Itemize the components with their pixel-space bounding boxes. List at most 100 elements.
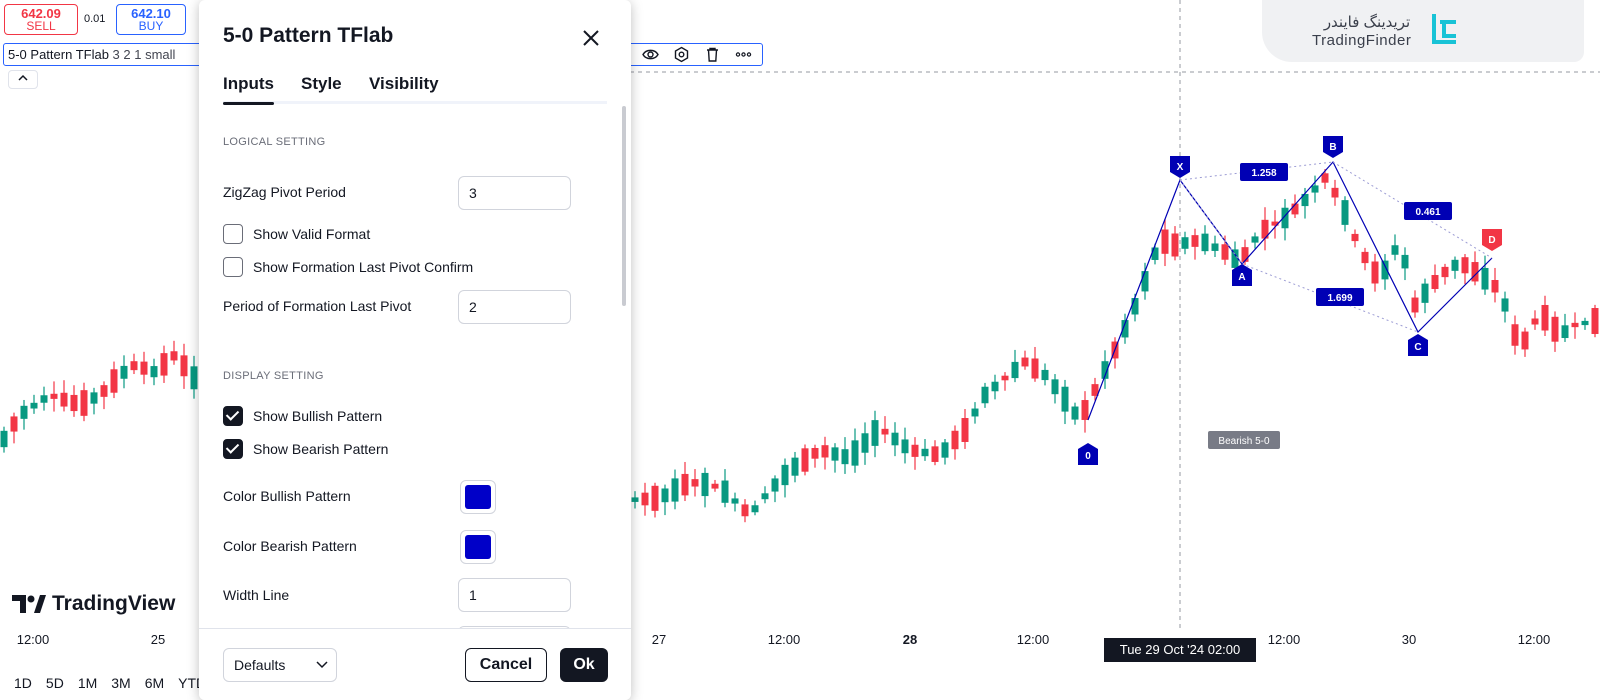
checkbox-label: Show Formation Last Pivot Confirm [253,259,474,275]
candle [1281,199,1289,241]
collapse-legend-button[interactable] [8,70,38,89]
show-bearish-checkbox[interactable]: Show Bearish Pattern [223,438,388,460]
time-axis[interactable]: 12:00 25 27 12:00 28 12:00 12:00 30 12:0… [0,628,1600,650]
show-formation-checkbox[interactable]: Show Formation Last Pivot Confirm [223,256,473,278]
checkbox-box[interactable] [223,439,243,459]
candle [1431,264,1439,293]
dialog-tabs: Inputs Style Visibility [223,72,607,105]
candle [1521,327,1529,357]
pattern-point-c: C [1408,334,1428,356]
candle [80,382,88,422]
ratio-line [1179,161,1334,181]
tab-style[interactable]: Style [301,74,342,93]
candle [1391,234,1399,261]
formation-period-input[interactable] [458,290,571,324]
eye-icon[interactable] [642,46,659,63]
candle [1541,295,1549,336]
cancel-button[interactable]: Cancel [465,648,547,682]
candle [1261,207,1269,251]
candle [1291,194,1299,219]
range-button[interactable]: 5D [45,675,64,691]
range-button[interactable]: 1M [77,675,98,691]
color-bullish-swatch[interactable] [460,480,496,514]
point-label: B [1329,142,1336,153]
dialog-scrollbar[interactable] [622,106,626,306]
trash-icon[interactable] [704,46,721,63]
candle [991,374,999,400]
candle [641,482,649,516]
candle [651,482,659,518]
candle [1371,253,1379,292]
range-button[interactable]: 6M [144,675,165,691]
candle [1001,372,1009,391]
tradingfinder-watermark: تریدینگ فایندر TradingFinder [1262,0,1584,62]
tradingview-logo: TradingView [12,591,175,617]
candle [10,412,18,444]
candle [671,469,679,510]
more-icon[interactable] [735,46,752,63]
settings-icon[interactable] [673,46,690,63]
candle [1061,379,1069,425]
candle [20,399,28,430]
tradingfinder-logo-icon [1432,14,1456,44]
candle [841,437,849,474]
width-line-input[interactable] [458,578,571,612]
point-label: X [1177,162,1184,173]
buy-button[interactable]: 642.10 BUY [116,4,186,35]
point-label: A [1238,272,1245,283]
candle [791,451,799,483]
candle [1571,312,1579,339]
checkbox-box[interactable] [223,224,243,244]
show-valid-format-checkbox[interactable]: Show Valid Format [223,223,370,245]
checkbox-box[interactable] [223,257,243,277]
candle [120,355,128,389]
zigzag-period-input[interactable] [458,176,571,210]
close-icon[interactable] [579,26,603,50]
color-bearish-swatch[interactable] [460,530,496,564]
candle [1501,291,1509,323]
candle [751,500,759,516]
defaults-dropdown[interactable]: Defaults [223,648,337,682]
candle [821,436,829,470]
brand-name-en: TradingFinder [1312,32,1412,49]
candle [1331,179,1339,206]
pattern-point-x: X [1170,156,1190,178]
candle [1531,310,1539,330]
candle [100,381,108,410]
show-bullish-checkbox[interactable]: Show Bullish Pattern [223,405,382,427]
candle [1081,391,1089,433]
svg-text:1.258: 1.258 [1251,168,1276,179]
ratio-label: 0.461 [1404,202,1452,220]
candle [901,427,909,464]
candle [741,499,749,523]
sell-button[interactable]: 642.09 SELL [4,4,78,35]
checkbox-box[interactable] [223,406,243,426]
range-button[interactable]: 1D [14,675,32,691]
zigzag-label: ZigZag Pivot Period [223,184,346,200]
candle [881,416,889,444]
tab-visibility[interactable]: Visibility [369,74,439,93]
checkbox-label: Show Bearish Pattern [253,441,389,457]
candle [1181,231,1189,255]
candle [1581,317,1589,330]
ok-button[interactable]: Ok [560,648,608,682]
candle [941,438,949,465]
candle [1551,311,1559,352]
candle [0,426,8,453]
point-label: C [1414,342,1421,353]
checkbox-label: Show Valid Format [253,226,371,242]
range-button[interactable]: 3M [111,675,131,691]
candle [981,382,989,408]
candle [911,437,919,470]
candle [781,458,789,498]
ratio-label: 1.258 [1240,163,1288,181]
candle [1411,290,1419,318]
candle [130,353,138,375]
svg-text:0.461: 0.461 [1415,207,1440,218]
tab-inputs[interactable]: Inputs [223,74,274,105]
candle [771,475,779,503]
time-label: 12:00 [767,632,801,647]
candle [140,351,148,385]
color-bearish-label: Color Bearish Pattern [223,538,357,554]
